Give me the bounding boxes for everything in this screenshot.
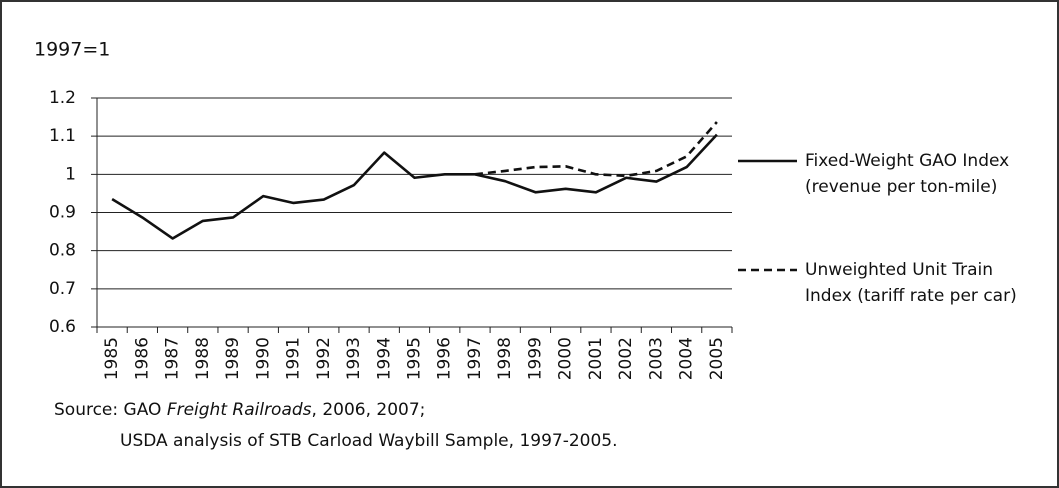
x-tick-label: 1998 — [495, 337, 515, 380]
y-tick-label: 0.9 — [49, 203, 76, 223]
series-line — [111, 133, 718, 240]
x-tick-label: 2001 — [586, 337, 606, 380]
legend-label: Unweighted Unit Train Index (tariff rate… — [805, 260, 1017, 306]
x-tick-label: 2004 — [677, 337, 697, 380]
x-tick-label: 1994 — [374, 337, 394, 380]
x-tick-label: 1993 — [344, 337, 364, 380]
y-axis-label: 1997=1 — [34, 39, 110, 61]
x-tick-label: 1988 — [193, 337, 213, 380]
source-text: , 2006, 2007; — [312, 400, 426, 420]
y-tick-label: 0.7 — [49, 279, 76, 299]
x-tick-label: 2002 — [616, 337, 636, 380]
x-tick-label: 1989 — [223, 337, 243, 380]
x-tick-label: 1987 — [163, 337, 183, 380]
y-tick-label: 1 — [65, 164, 76, 184]
x-tick-label: 2005 — [707, 337, 727, 380]
x-tick-label: 1985 — [102, 337, 122, 380]
y-tick-label: 0.8 — [49, 241, 76, 261]
x-tick-label: 1991 — [284, 337, 304, 380]
x-tick-label: 1986 — [132, 337, 152, 380]
y-tick-label: 0.6 — [49, 317, 76, 337]
x-tick-label: 1992 — [314, 337, 334, 380]
source-text: Source: GAO — [54, 400, 167, 420]
x-tick-label: 1995 — [405, 337, 425, 380]
x-tick-label: 2000 — [556, 337, 576, 380]
x-tick-label: 1999 — [525, 337, 545, 380]
source-line-1: Source: GAO Freight Railroads, 2006, 200… — [54, 400, 425, 420]
x-tick-label: 1996 — [435, 337, 455, 380]
y-tick-label: 1.2 — [49, 88, 76, 108]
legend-label: Fixed-Weight GAO Index (revenue per ton-… — [805, 151, 1010, 197]
y-tick-label: 1.1 — [49, 126, 76, 146]
x-tick-label: 1990 — [253, 337, 273, 380]
x-tick-label: 2003 — [646, 337, 666, 380]
series-line — [474, 121, 718, 178]
source-text: Freight Railroads — [167, 400, 312, 420]
source-line-2: USDA analysis of STB Carload Waybill Sam… — [120, 431, 618, 451]
x-tick-label: 1997 — [465, 337, 485, 380]
